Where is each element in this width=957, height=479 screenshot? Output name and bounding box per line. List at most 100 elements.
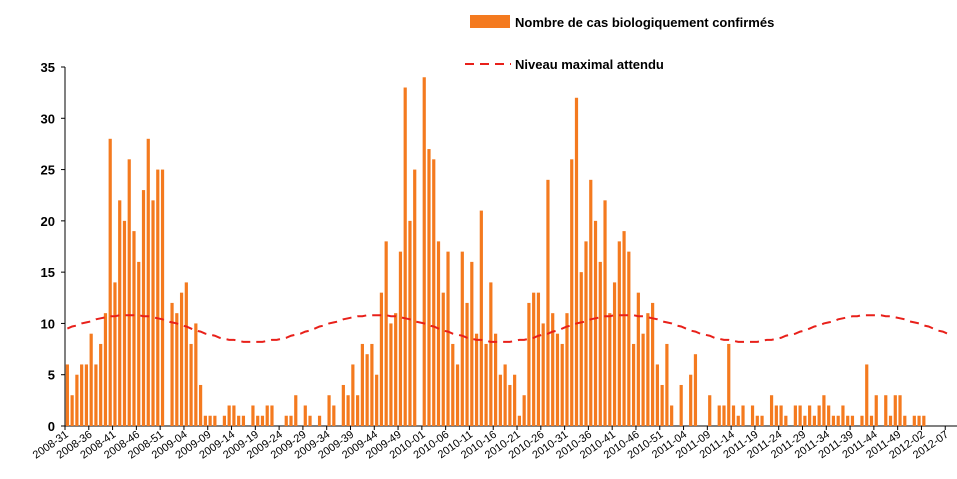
bar: [403, 87, 407, 426]
y-tick-label: 10: [41, 316, 55, 331]
bar: [546, 179, 550, 426]
bar: [893, 395, 897, 426]
bar: [608, 313, 612, 426]
bar: [94, 364, 98, 426]
bar: [536, 292, 541, 426]
bar: [560, 343, 564, 426]
bar: [827, 405, 831, 426]
bar: [603, 200, 607, 426]
bar: [888, 415, 893, 426]
bar: [817, 405, 821, 426]
bar: [379, 292, 384, 426]
bar: [779, 405, 783, 426]
bar: [898, 395, 902, 426]
bar: [360, 343, 364, 426]
bar: [70, 395, 74, 426]
bar: [75, 374, 79, 426]
bar: [869, 415, 874, 426]
bar: [593, 220, 598, 426]
bar: [99, 343, 103, 426]
bar: [394, 313, 398, 426]
bar: [113, 282, 117, 426]
bar: [874, 395, 878, 426]
bar: [222, 415, 226, 426]
bar: [494, 333, 498, 426]
bar: [498, 374, 502, 426]
bar: [332, 405, 336, 426]
bar: [427, 149, 431, 427]
bar: [865, 364, 869, 426]
bar: [122, 220, 127, 426]
bar: [256, 415, 260, 426]
bar: [641, 333, 645, 426]
bar: [89, 333, 93, 426]
bar: [803, 415, 807, 426]
y-tick-label: 30: [41, 111, 55, 126]
bar: [722, 405, 726, 426]
bar: [798, 405, 802, 426]
bar: [750, 405, 755, 426]
bar: [522, 395, 526, 426]
bar: [227, 405, 231, 426]
bar: [760, 415, 764, 426]
bar: [270, 405, 274, 426]
bar: [346, 395, 350, 426]
bar: [455, 364, 460, 426]
legend-label: Niveau maximal attendu: [515, 57, 664, 72]
bar: [484, 343, 488, 426]
bar: [356, 395, 360, 426]
bar: [284, 415, 288, 426]
bar: [365, 354, 369, 426]
bar: [351, 364, 355, 426]
bar: [474, 333, 479, 426]
bar: [755, 415, 759, 426]
bar: [479, 210, 483, 426]
bar: [317, 415, 322, 426]
bar: [289, 415, 293, 426]
bar: [784, 415, 788, 426]
bar: [141, 190, 146, 426]
bar: [860, 415, 864, 426]
bar: [441, 292, 445, 426]
y-tick-label: 25: [41, 163, 55, 178]
bar: [108, 138, 112, 427]
y-tick-label: 0: [48, 419, 55, 434]
bar: [679, 384, 683, 426]
legend-label: Nombre de cas biologiquement confirmés: [515, 15, 774, 30]
bar: [203, 415, 207, 426]
bar: [389, 323, 393, 426]
bar: [627, 251, 631, 426]
bar: [508, 384, 512, 426]
bar: [812, 415, 816, 426]
bar: [731, 405, 736, 426]
bar: [156, 169, 160, 427]
bar: [199, 384, 203, 426]
bar: [489, 282, 493, 426]
bar: [717, 405, 721, 426]
bar: [741, 405, 745, 426]
bar: [841, 405, 845, 426]
bar: [884, 395, 888, 426]
bar: [413, 169, 417, 427]
bar: [470, 261, 474, 426]
bar: [631, 343, 636, 426]
bar: [384, 241, 388, 426]
bar: [341, 384, 345, 426]
bar: [398, 251, 403, 426]
bar: [375, 374, 379, 426]
bar: [665, 343, 669, 426]
bar: [655, 364, 659, 426]
bar: [555, 333, 560, 426]
bar: [922, 415, 926, 426]
bar: [80, 364, 84, 426]
bar: [617, 241, 621, 426]
bar: [241, 415, 246, 426]
bar: [584, 241, 588, 426]
bar: [651, 302, 655, 426]
bar: [132, 231, 136, 426]
bar: [118, 200, 122, 426]
bar: [532, 292, 536, 426]
bar: [232, 405, 236, 426]
bar: [808, 405, 812, 426]
